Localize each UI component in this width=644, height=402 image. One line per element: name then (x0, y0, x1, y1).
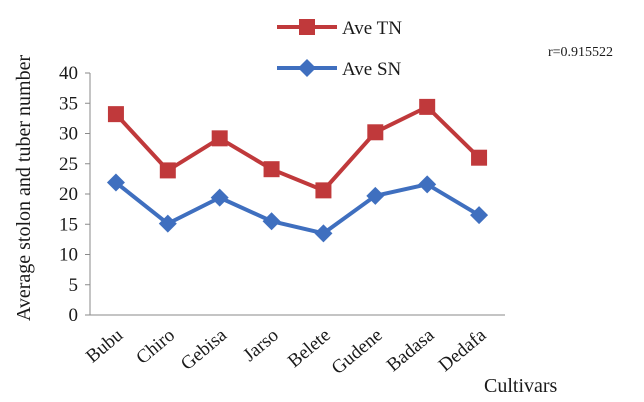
data-point (367, 124, 384, 141)
x-category-label: Dedafa (435, 324, 491, 376)
data-point (418, 175, 437, 194)
data-point (471, 149, 488, 166)
data-point (210, 188, 229, 207)
y-tick-label: 15 (59, 214, 78, 235)
y-tick-label: 30 (59, 124, 78, 145)
y-tick-label: 40 (59, 63, 78, 84)
x-category-label: Bubu (82, 324, 127, 367)
y-axis-ticks: 0 5 10 15 20 25 30 35 40 (59, 63, 90, 326)
legend-marker (299, 19, 315, 35)
legend-label: Ave SN (342, 59, 402, 80)
x-category-label: Gebisa (177, 324, 231, 374)
legend: Ave TN Ave SN (277, 18, 402, 80)
y-tick-label: 20 (59, 184, 78, 205)
y-axis-title: Average stolon and tuber number (13, 55, 35, 322)
y-tick-label: 10 (59, 245, 78, 266)
series-line (114, 180, 481, 236)
legend-entry: Ave SN (277, 59, 402, 80)
data-point (107, 106, 124, 123)
data-point (366, 186, 385, 205)
data-point (470, 206, 489, 225)
x-category-label: Belete (284, 325, 335, 372)
y-tick-label: 35 (59, 93, 78, 114)
series-line (114, 104, 481, 193)
data-point (262, 212, 281, 231)
data-point (159, 162, 176, 179)
x-axis-title: Cultivars (484, 375, 558, 397)
data-point (315, 182, 332, 199)
x-category-label: Jarso (239, 325, 282, 366)
series-ave-tn (107, 98, 488, 199)
legend-entry: Ave TN (277, 18, 402, 39)
x-category-label: Gudene (328, 325, 387, 379)
y-tick-label: 25 (59, 154, 78, 175)
y-tick-label: 0 (69, 305, 79, 326)
y-tick-label: 5 (69, 275, 79, 296)
series-ave-sn (106, 173, 489, 243)
x-category-label: Chiro (132, 325, 179, 369)
legend-marker (298, 59, 316, 77)
data-point (314, 224, 333, 243)
data-point (158, 214, 177, 233)
data-point (419, 98, 436, 115)
x-category-label: Badasa (383, 324, 439, 376)
series-layer (106, 98, 489, 243)
correlation-annotation: r=0.915522 (548, 45, 613, 60)
data-point (263, 161, 280, 178)
data-point (211, 130, 228, 147)
data-point (106, 173, 125, 192)
legend-label: Ave TN (342, 18, 402, 39)
